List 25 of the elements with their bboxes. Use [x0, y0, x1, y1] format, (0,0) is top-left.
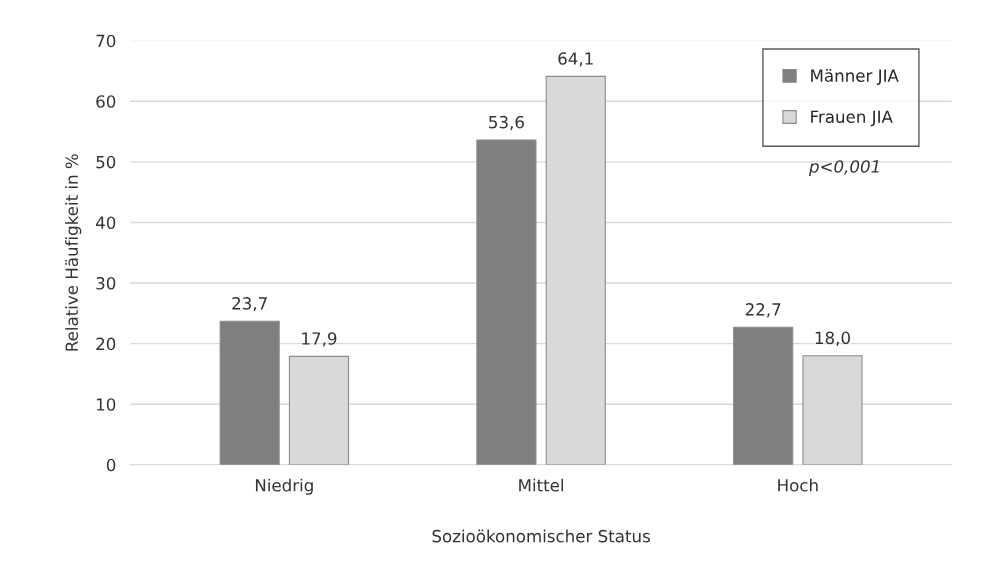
y-tick-label: 40 — [95, 216, 116, 230]
x-tick-label: Hoch — [778, 478, 818, 492]
legend-label: Männer JIA — [811, 69, 899, 85]
bar — [476, 139, 537, 465]
y-tick-label: 30 — [96, 276, 116, 290]
annotation: p<0,001 — [808, 160, 879, 176]
bar — [219, 320, 280, 465]
x-axis-title: Sozioökonomischer Status — [432, 529, 650, 543]
y-tick-label: 10 — [96, 398, 116, 411]
data-label: 17,9 — [302, 332, 337, 347]
data-label: 23,7 — [232, 297, 267, 312]
legend-label: Frauen JIA — [811, 110, 893, 127]
y-axis-title: Relative Häufigkeit in % — [65, 154, 82, 351]
y-tick-label: 20 — [96, 337, 116, 351]
bar — [733, 326, 794, 465]
y-tick-label: 70 — [96, 34, 116, 48]
x-tick-label: Mittel — [519, 478, 563, 492]
data-label: 64,1 — [558, 52, 593, 67]
y-tick-label: 0 — [106, 458, 116, 472]
y-tick-label: 60 — [96, 95, 116, 108]
y-tick-label: 50 — [96, 155, 116, 169]
data-label: 22,7 — [745, 303, 781, 318]
data-label: 18,0 — [815, 331, 850, 346]
data-label: 53,6 — [489, 115, 524, 131]
x-tick-label: Niedrig — [255, 478, 313, 495]
